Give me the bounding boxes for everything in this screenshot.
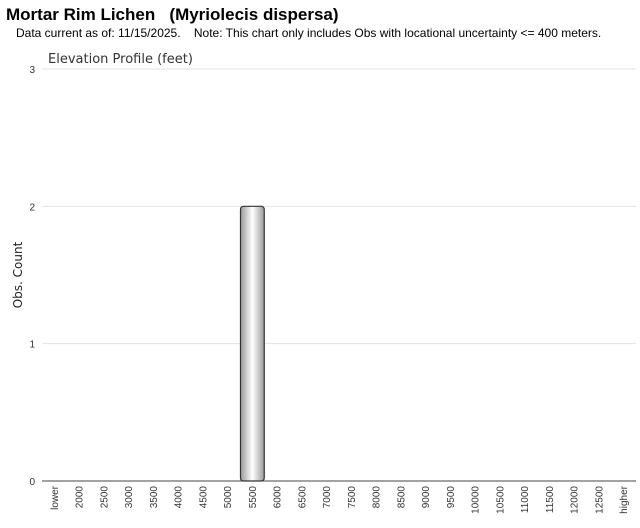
y-tick-label: 1	[29, 340, 35, 351]
chart-subtitle: Data current as of: 11/15/2025. Note: Th…	[16, 26, 601, 40]
x-tick-label: higher	[619, 485, 630, 513]
x-tick-label: 2000	[75, 486, 86, 509]
bar	[239, 205, 265, 482]
x-tick-label: 5000	[223, 486, 234, 509]
y-axis-label: Obs. Count	[11, 241, 25, 308]
x-tick-label: 6000	[273, 486, 284, 509]
x-tick-label: 6500	[297, 486, 308, 509]
y-tick-label: 0	[29, 477, 35, 488]
chart-title: Mortar Rim Lichen (Myriolecis dispersa)	[6, 5, 339, 24]
x-tick-label: 9500	[446, 486, 457, 509]
y-tick-label: 2	[29, 202, 35, 213]
plot-title: Elevation Profile (feet)	[48, 52, 193, 67]
x-tick-label: 7500	[347, 486, 358, 509]
x-tick-label: 5500	[248, 486, 259, 509]
x-tick-label: 10500	[495, 486, 506, 514]
x-tick-label: 8000	[372, 486, 383, 509]
x-tick-label: 9000	[421, 486, 432, 509]
x-tick-label: lower	[50, 485, 61, 510]
x-tick-label: 12000	[570, 486, 581, 514]
x-tick-label: 2500	[99, 486, 110, 509]
x-tick-label: 7000	[322, 486, 333, 509]
x-tick-label: 12500	[594, 486, 605, 514]
x-tick-label: 11500	[545, 486, 556, 514]
x-tick-label: 3000	[124, 486, 135, 509]
x-tick-label: 4500	[198, 486, 209, 509]
y-tick-label: 3	[29, 65, 35, 76]
x-tick-label: 4000	[174, 486, 185, 509]
x-tick-label: 8500	[396, 486, 407, 509]
x-tick-label: 3500	[149, 486, 160, 509]
x-tick-label: 11000	[520, 486, 531, 514]
x-tick-label: 10000	[471, 486, 482, 514]
